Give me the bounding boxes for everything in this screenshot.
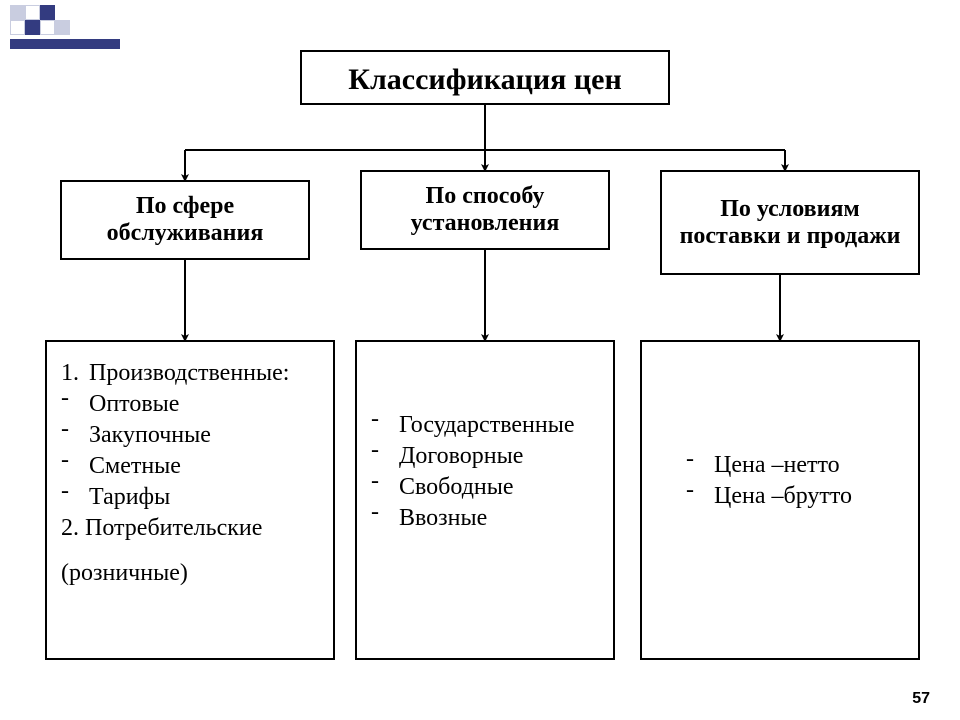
dash-bullet: - [371, 443, 399, 457]
diagram-canvas: Классификация цен По сфере обслуживания … [0, 0, 960, 720]
deco-square [10, 5, 25, 20]
category-label: По способу установления [368, 183, 602, 237]
details-terms: -Цена –нетто-Цена –брутто [640, 340, 920, 660]
deco-square [25, 20, 40, 35]
dash-bullet: - [61, 391, 89, 405]
list-item: -Оптовые [61, 391, 319, 418]
list-item: -Цена –нетто [656, 452, 904, 479]
dash-bullet: - [61, 484, 89, 498]
list-item: 2. Потребительские [61, 515, 319, 542]
dash-bullet: - [61, 422, 89, 436]
deco-square [25, 5, 40, 20]
list-text: Государственные [399, 412, 575, 439]
category-sphere: По сфере обслуживания [60, 180, 310, 260]
deco-bar [10, 39, 120, 49]
details-method: -Государственные-Договорные-Свободные-Вв… [355, 340, 615, 660]
list-item: -Свободные [371, 474, 599, 501]
list-text: Свободные [399, 474, 514, 501]
deco-square [55, 20, 70, 35]
list-item: -Сметные [61, 453, 319, 480]
page-number: 57 [912, 690, 930, 708]
list-item: -Государственные [371, 412, 599, 439]
list-text: Закупочные [89, 422, 211, 449]
list-item: -Цена –брутто [656, 483, 904, 510]
dash-bullet: - [371, 412, 399, 426]
root-node-label: Классификация цен [348, 63, 622, 96]
category-label: По сфере обслуживания [68, 193, 302, 247]
category-method: По способу установления [360, 170, 610, 250]
corner-decoration [10, 5, 150, 55]
list-item: -Договорные [371, 443, 599, 470]
list-text: Цена –нетто [714, 452, 840, 479]
list-item: -Тарифы [61, 484, 319, 511]
dash-bullet: - [371, 474, 399, 488]
list-item: -Закупочные [61, 422, 319, 449]
category-terms: По условиям поставки и продажи [660, 170, 920, 275]
list-text: Тарифы [89, 484, 170, 511]
list-text: Оптовые [89, 391, 179, 418]
category-label: По условиям поставки и продажи [668, 196, 912, 250]
deco-square [40, 20, 55, 35]
deco-square [40, 5, 55, 20]
list-text: Цена –брутто [714, 483, 852, 510]
dash-bullet: - [686, 452, 714, 466]
list-item: (розничные) [61, 560, 319, 587]
dash-bullet: - [371, 505, 399, 519]
root-node: Классификация цен [300, 50, 670, 105]
list-text: Договорные [399, 443, 523, 470]
dash-bullet: - [61, 453, 89, 467]
list-number: 1. [61, 360, 89, 387]
list-item: 1.Производственные: [61, 360, 319, 387]
deco-square [10, 20, 25, 35]
list-text: Производственные: [89, 360, 289, 387]
list-text: Сметные [89, 453, 181, 480]
dash-bullet: - [686, 483, 714, 497]
details-sphere: 1.Производственные:-Оптовые-Закупочные-С… [45, 340, 335, 660]
list-item: -Ввозные [371, 505, 599, 532]
list-text: Ввозные [399, 505, 487, 532]
